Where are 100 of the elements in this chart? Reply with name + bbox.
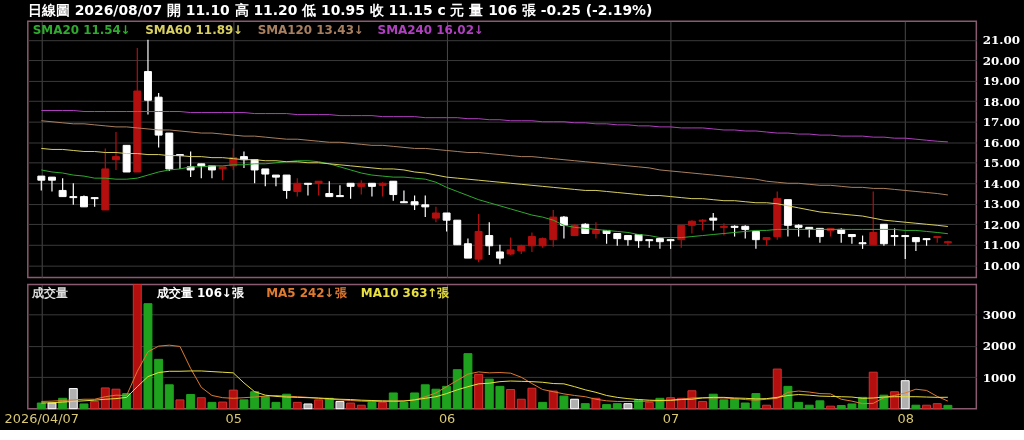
y-tick-label: 20.00: [982, 53, 1021, 68]
candlestick: [335, 184, 344, 198]
candlestick: [549, 209, 558, 248]
candlestick: [399, 189, 408, 204]
y-tick-label: 19.00: [982, 74, 1021, 89]
x-tick-label: 2026/04/07: [4, 411, 79, 427]
y-tick-label: 13.00: [982, 197, 1021, 212]
candlestick: [485, 221, 494, 256]
bar: [474, 373, 484, 410]
bar: [943, 404, 953, 410]
candlestick: [303, 182, 312, 197]
bar: [506, 389, 516, 410]
bar: [644, 401, 654, 410]
bar: [132, 284, 142, 410]
text: SMA120 13.43↓: [257, 23, 364, 38]
bar: [90, 400, 100, 410]
candlestick: [389, 180, 398, 202]
bar: [228, 389, 238, 410]
y-tick-label: 2000: [982, 339, 1016, 354]
text: SMA60 11.89↓: [145, 23, 244, 38]
candlestick: [869, 190, 878, 246]
bar: [196, 397, 206, 410]
line-series: [40, 120, 949, 196]
chart-title: 日線圖 2026/08/07 開 11.10 高 11.20 低 10.95 收 11.15 c 元 量 106 張 -0.25 (-2.19%): [27, 2, 653, 19]
y-tick-label: 12.00: [982, 217, 1021, 232]
bar: [292, 401, 302, 410]
candlestick: [495, 244, 504, 265]
candlestick: [367, 182, 376, 198]
y-tick-label: 16.00: [982, 135, 1021, 150]
bar: [335, 400, 345, 410]
bar: [346, 402, 356, 410]
bar: [356, 404, 366, 410]
y-tick-label: 15.00: [982, 156, 1021, 171]
candlestick: [655, 237, 664, 250]
text: MA5 242↓張: [266, 286, 348, 301]
bar: [175, 399, 185, 410]
candlestick: [911, 237, 920, 252]
bar: [47, 402, 57, 410]
candlestick: [527, 231, 536, 253]
y-tick-label: 14.00: [982, 176, 1021, 191]
bar: [922, 404, 932, 410]
line-series: [40, 110, 949, 143]
text: SMA240 16.02↓: [377, 23, 484, 38]
line-series: [40, 370, 949, 404]
y-tick-label: 18.00: [982, 94, 1021, 109]
bar: [580, 403, 590, 410]
bar: [378, 401, 388, 410]
line-series: [40, 344, 949, 405]
bar: [186, 394, 196, 410]
bar: [559, 395, 569, 410]
candlestick: [293, 177, 302, 198]
bar: [218, 401, 228, 410]
x-tick-label: 06: [438, 411, 456, 427]
candlestick: [111, 131, 120, 171]
candlestick: [463, 238, 472, 259]
candlestick: [719, 222, 728, 237]
bar: [826, 405, 836, 410]
candlestick: [271, 174, 280, 187]
bar: [548, 390, 558, 410]
x-tick-label: 08: [897, 411, 914, 427]
bar: [623, 403, 633, 410]
line-series: [40, 147, 949, 228]
candlestick: [421, 194, 430, 218]
candlestick: [901, 234, 910, 260]
bar: [612, 403, 622, 410]
y-tick-label: 21.00: [982, 33, 1021, 48]
bar: [762, 404, 772, 410]
x-tick-label: 07: [662, 411, 680, 427]
candlestick: [847, 233, 856, 245]
y-tick-label: 1000: [982, 370, 1016, 385]
y-tick-label: 11.00: [982, 238, 1021, 253]
bar: [932, 403, 942, 410]
candlestick: [69, 182, 78, 206]
bar: [207, 401, 217, 410]
candlestick: [282, 174, 291, 200]
series-label: 成交量 106↓張: [155, 286, 245, 301]
y-tick-label: 17.00: [982, 115, 1021, 130]
candlestick: [207, 165, 216, 179]
y-tick-label: 3000: [982, 307, 1016, 322]
bar: [36, 402, 46, 410]
x-tick-label: 05: [225, 411, 243, 427]
bar: [314, 399, 324, 410]
candlestick: [48, 176, 56, 193]
bar: [900, 380, 910, 410]
y-tick-label: 10.00: [982, 258, 1021, 273]
candlestick: [559, 215, 568, 240]
candlestick: [58, 177, 67, 198]
text: MA10 363↑張: [360, 286, 451, 301]
y-axis-title: 成交量: [30, 286, 68, 301]
bar: [79, 403, 89, 410]
text: SMA20 11.54↓: [32, 23, 131, 38]
bar: [602, 404, 612, 410]
bar: [367, 401, 377, 410]
candlestick: [687, 219, 696, 235]
candlestick: [591, 221, 600, 240]
bar: [911, 404, 921, 410]
candlestick: [623, 234, 632, 247]
candlestick: [677, 224, 686, 249]
bar: [570, 398, 580, 410]
bar: [164, 384, 174, 410]
